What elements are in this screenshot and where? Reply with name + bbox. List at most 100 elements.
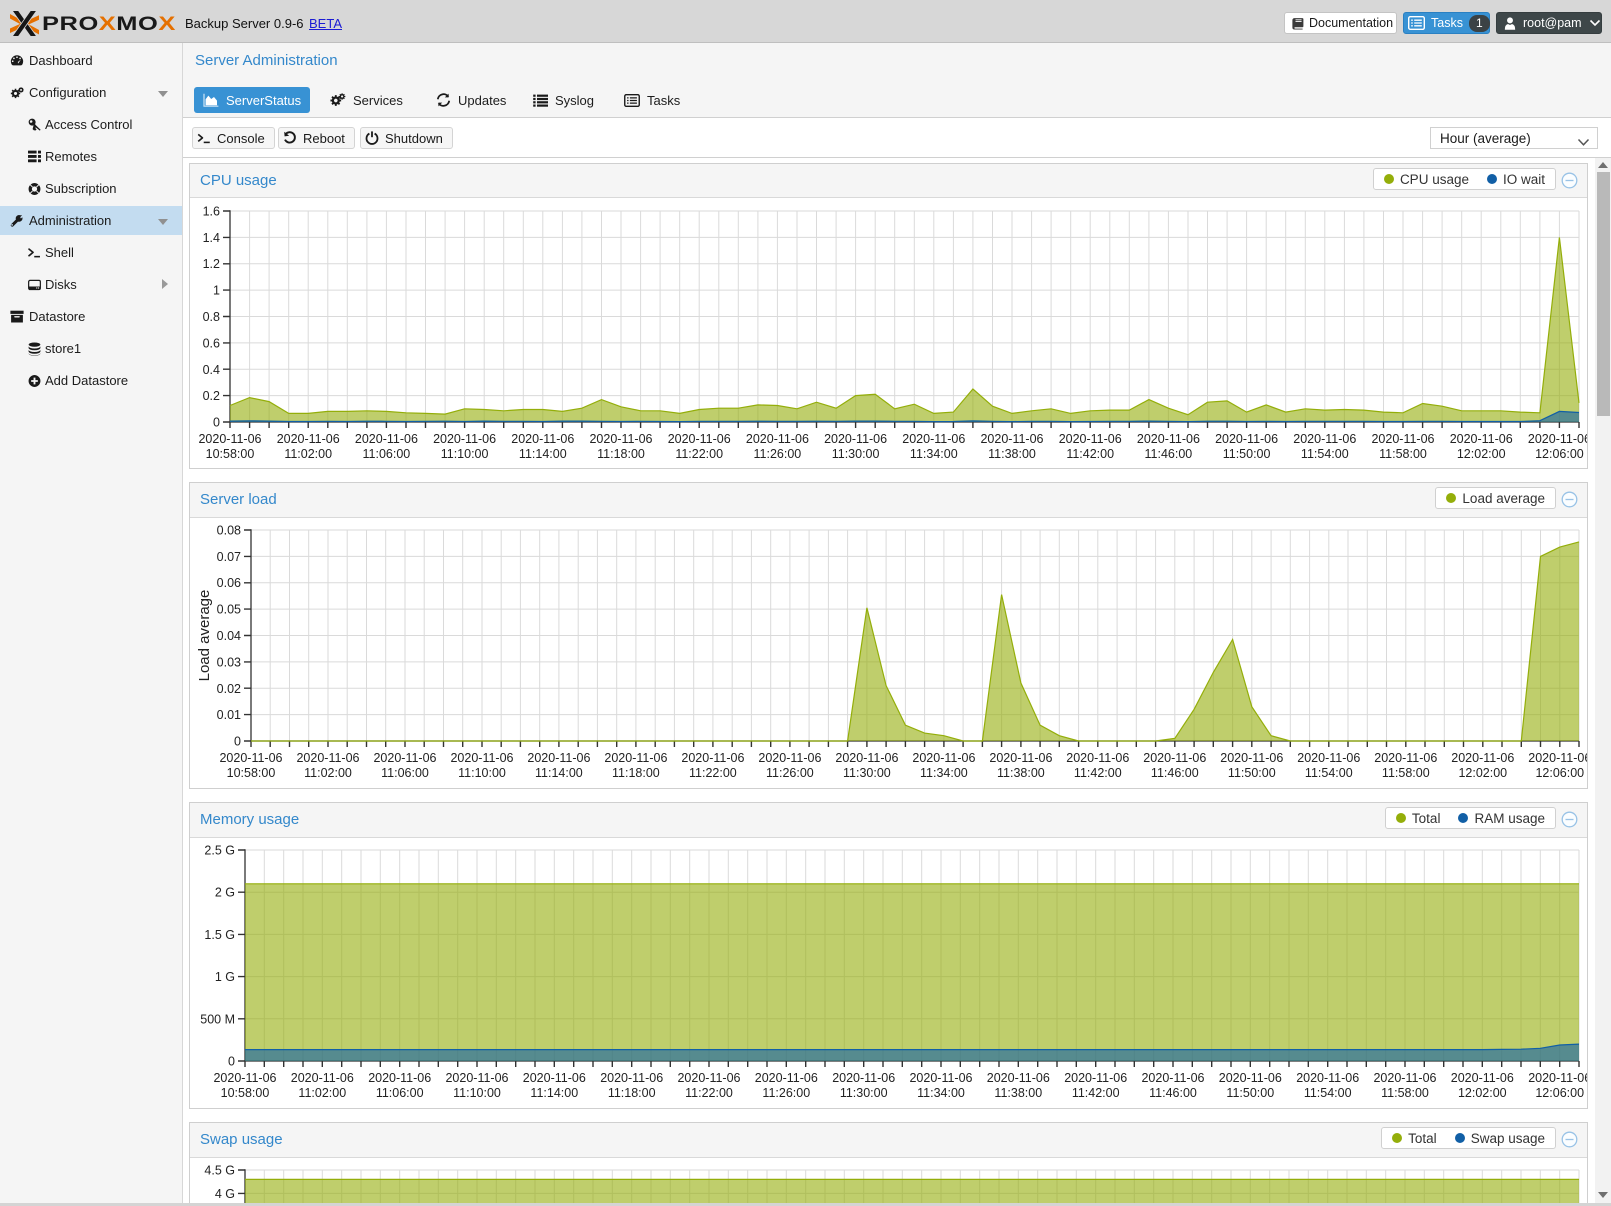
svg-text:2020-11-06: 2020-11-06 xyxy=(355,432,418,446)
svg-text:2020-11-06: 2020-11-06 xyxy=(1143,751,1206,765)
svg-text:11:06:00: 11:06:00 xyxy=(381,766,429,780)
svg-text:2020-11-06: 2020-11-06 xyxy=(450,751,513,765)
svg-text:11:14:00: 11:14:00 xyxy=(519,447,567,461)
svg-text:11:54:00: 11:54:00 xyxy=(1304,1086,1352,1100)
svg-text:2020-11-06: 2020-11-06 xyxy=(681,751,744,765)
svg-text:2020-11-06: 2020-11-06 xyxy=(1220,751,1283,765)
svg-text:1.4: 1.4 xyxy=(203,231,220,245)
svg-text:2020-11-06: 2020-11-06 xyxy=(1064,1071,1127,1085)
svg-text:11:38:00: 11:38:00 xyxy=(988,447,1036,461)
svg-text:2020-11-06: 2020-11-06 xyxy=(213,1071,276,1085)
svg-text:2020-11-06: 2020-11-06 xyxy=(433,432,496,446)
svg-text:12:02:00: 12:02:00 xyxy=(1458,1086,1507,1100)
svg-text:2020-11-06: 2020-11-06 xyxy=(1137,432,1200,446)
svg-text:11:58:00: 11:58:00 xyxy=(1381,1086,1429,1100)
svg-text:Load average: Load average xyxy=(196,590,213,682)
svg-text:11:38:00: 11:38:00 xyxy=(997,766,1045,780)
svg-text:2020-11-06: 2020-11-06 xyxy=(1528,432,1587,446)
svg-text:2020-11-06: 2020-11-06 xyxy=(296,751,359,765)
svg-text:2020-11-06: 2020-11-06 xyxy=(527,751,590,765)
svg-text:0.07: 0.07 xyxy=(217,550,241,564)
svg-text:2020-11-06: 2020-11-06 xyxy=(198,432,261,446)
svg-text:11:02:00: 11:02:00 xyxy=(298,1086,346,1100)
svg-text:1.5 G: 1.5 G xyxy=(204,928,235,942)
svg-text:2020-11-06: 2020-11-06 xyxy=(989,751,1052,765)
svg-text:11:50:00: 11:50:00 xyxy=(1226,1086,1274,1100)
svg-text:2020-11-06: 2020-11-06 xyxy=(1293,432,1356,446)
svg-text:2020-11-06: 2020-11-06 xyxy=(1528,751,1587,765)
svg-text:2020-11-06: 2020-11-06 xyxy=(523,1071,586,1085)
svg-text:0: 0 xyxy=(234,735,241,749)
svg-text:12:06:00: 12:06:00 xyxy=(1535,1086,1584,1100)
svg-text:2020-11-06: 2020-11-06 xyxy=(219,751,282,765)
svg-text:11:06:00: 11:06:00 xyxy=(363,447,411,461)
svg-text:2020-11-06: 2020-11-06 xyxy=(1219,1071,1282,1085)
svg-text:2020-11-06: 2020-11-06 xyxy=(832,1071,895,1085)
svg-text:0.8: 0.8 xyxy=(203,310,220,324)
svg-text:2020-11-06: 2020-11-06 xyxy=(912,751,975,765)
svg-text:2020-11-06: 2020-11-06 xyxy=(277,432,340,446)
svg-text:11:02:00: 11:02:00 xyxy=(284,447,332,461)
svg-text:11:50:00: 11:50:00 xyxy=(1228,766,1276,780)
svg-text:11:22:00: 11:22:00 xyxy=(689,766,737,780)
svg-text:0.2: 0.2 xyxy=(203,389,220,403)
svg-text:0.01: 0.01 xyxy=(217,708,241,722)
svg-text:11:14:00: 11:14:00 xyxy=(530,1086,578,1100)
svg-text:0.08: 0.08 xyxy=(217,524,241,538)
svg-text:11:58:00: 11:58:00 xyxy=(1382,766,1430,780)
svg-text:10:58:00: 10:58:00 xyxy=(221,1086,270,1100)
svg-text:2020-11-06: 2020-11-06 xyxy=(600,1071,663,1085)
svg-text:2 G: 2 G xyxy=(215,886,235,900)
svg-text:2020-11-06: 2020-11-06 xyxy=(902,432,965,446)
svg-text:2020-11-06: 2020-11-06 xyxy=(1528,1071,1587,1085)
svg-text:11:46:00: 11:46:00 xyxy=(1145,447,1193,461)
svg-text:11:10:00: 11:10:00 xyxy=(441,447,489,461)
svg-text:2020-11-06: 2020-11-06 xyxy=(1297,751,1360,765)
svg-text:11:18:00: 11:18:00 xyxy=(597,447,645,461)
svg-text:11:54:00: 11:54:00 xyxy=(1305,766,1353,780)
svg-text:2020-11-06: 2020-11-06 xyxy=(987,1071,1050,1085)
svg-text:4 G: 4 G xyxy=(215,1187,235,1201)
svg-text:2020-11-06: 2020-11-06 xyxy=(668,432,731,446)
svg-text:2020-11-06: 2020-11-06 xyxy=(758,751,821,765)
svg-text:2020-11-06: 2020-11-06 xyxy=(1373,1071,1436,1085)
svg-text:11:42:00: 11:42:00 xyxy=(1066,447,1114,461)
svg-text:11:58:00: 11:58:00 xyxy=(1379,447,1427,461)
svg-text:2020-11-06: 2020-11-06 xyxy=(824,432,887,446)
svg-text:11:10:00: 11:10:00 xyxy=(458,766,506,780)
svg-text:11:26:00: 11:26:00 xyxy=(766,766,814,780)
svg-text:11:34:00: 11:34:00 xyxy=(917,1086,965,1100)
svg-text:2020-11-06: 2020-11-06 xyxy=(373,751,436,765)
svg-text:500 M: 500 M xyxy=(200,1012,235,1026)
svg-text:11:30:00: 11:30:00 xyxy=(832,447,880,461)
svg-text:2020-11-06: 2020-11-06 xyxy=(604,751,667,765)
svg-text:11:02:00: 11:02:00 xyxy=(304,766,352,780)
svg-text:2020-11-06: 2020-11-06 xyxy=(511,432,574,446)
svg-text:1.6: 1.6 xyxy=(203,205,220,219)
svg-text:11:34:00: 11:34:00 xyxy=(910,447,958,461)
svg-text:11:10:00: 11:10:00 xyxy=(453,1086,501,1100)
svg-text:10:58:00: 10:58:00 xyxy=(227,766,276,780)
svg-text:12:06:00: 12:06:00 xyxy=(1535,766,1584,780)
svg-text:12:02:00: 12:02:00 xyxy=(1457,447,1506,461)
svg-text:2020-11-06: 2020-11-06 xyxy=(755,1071,818,1085)
svg-text:2020-11-06: 2020-11-06 xyxy=(1374,751,1437,765)
svg-text:4.5 G: 4.5 G xyxy=(204,1164,235,1178)
svg-text:11:26:00: 11:26:00 xyxy=(762,1086,810,1100)
svg-text:10:58:00: 10:58:00 xyxy=(206,447,255,461)
svg-text:11:42:00: 11:42:00 xyxy=(1074,766,1122,780)
svg-text:0: 0 xyxy=(213,416,220,430)
svg-text:11:30:00: 11:30:00 xyxy=(840,1086,888,1100)
svg-text:2020-11-06: 2020-11-06 xyxy=(368,1071,431,1085)
svg-text:2020-11-06: 2020-11-06 xyxy=(909,1071,972,1085)
svg-text:12:06:00: 12:06:00 xyxy=(1535,447,1584,461)
svg-text:1 G: 1 G xyxy=(215,970,235,984)
svg-text:11:30:00: 11:30:00 xyxy=(843,766,891,780)
svg-text:2020-11-06: 2020-11-06 xyxy=(1066,751,1129,765)
svg-text:0.4: 0.4 xyxy=(203,363,220,377)
svg-text:11:18:00: 11:18:00 xyxy=(612,766,660,780)
svg-text:0.06: 0.06 xyxy=(217,576,241,590)
svg-text:11:38:00: 11:38:00 xyxy=(994,1086,1042,1100)
svg-text:2020-11-06: 2020-11-06 xyxy=(980,432,1043,446)
svg-text:12:02:00: 12:02:00 xyxy=(1458,766,1507,780)
